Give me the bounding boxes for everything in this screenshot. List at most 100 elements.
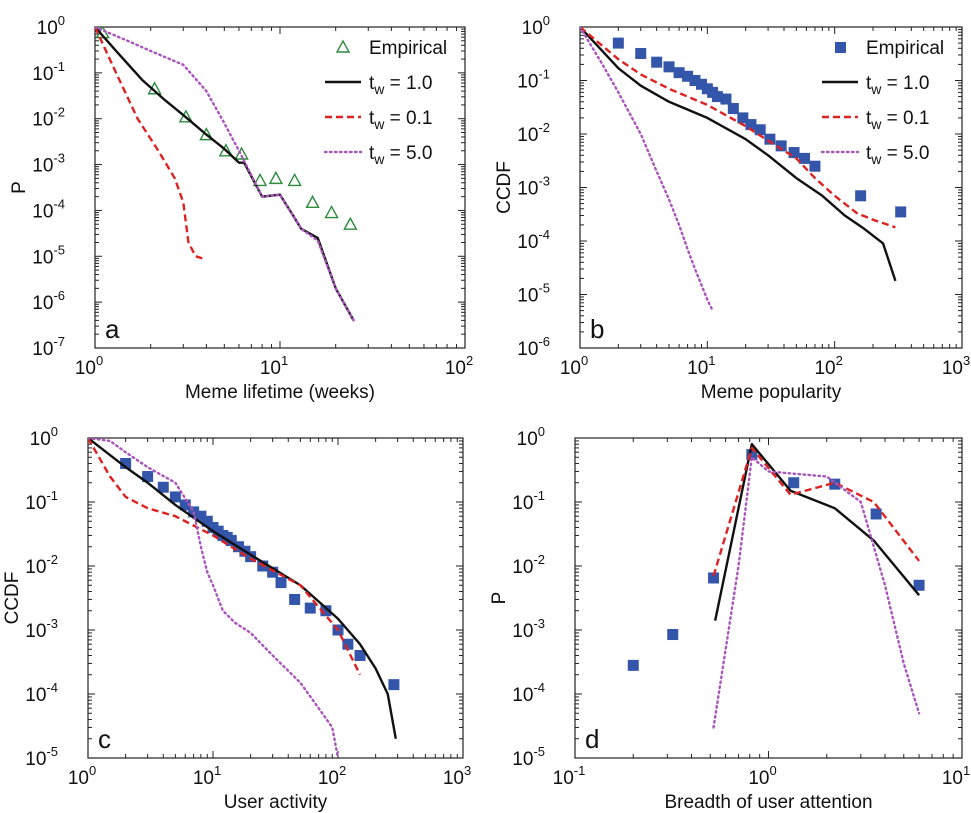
data-point — [746, 449, 758, 461]
y-tick-exponent: 0 — [58, 13, 65, 28]
legend-label: Empirical — [369, 38, 447, 59]
y-tick-label: 10-2 — [517, 120, 550, 146]
y-tick-base: 10 — [512, 685, 533, 706]
data-point — [287, 173, 302, 187]
x-tick-exponent: 0 — [89, 763, 96, 778]
y-tick-exponent: -1 — [46, 488, 58, 503]
y-tick-label: 10-2 — [512, 552, 545, 578]
data-point — [218, 143, 234, 157]
x-tick-exponent: 1 — [708, 353, 715, 368]
x-axis-label: Meme popularity — [701, 382, 842, 403]
data-point — [612, 37, 624, 49]
panel-label: c — [98, 724, 111, 754]
y-tick-exponent: -1 — [53, 59, 65, 74]
x-tick-base: 10 — [942, 358, 963, 379]
x-tick-exponent: 1 — [281, 353, 288, 368]
legend-sub: w — [870, 151, 882, 167]
data-point — [245, 551, 257, 563]
data-point — [689, 75, 701, 86]
data-point — [268, 170, 284, 185]
x-tick-exponent: -1 — [574, 763, 586, 778]
y-tick-exponent: -4 — [533, 680, 545, 695]
series-line-solid — [580, 27, 897, 282]
y-tick-base: 10 — [512, 557, 533, 578]
data-point — [663, 61, 675, 73]
plot-area — [627, 443, 925, 729]
y-tick-base: 10 — [512, 621, 533, 642]
plot-area — [88, 438, 400, 758]
legend-label: tw = 0.1 — [369, 108, 432, 132]
x-tick-label: 101 — [942, 763, 970, 789]
legend-t: t — [369, 108, 375, 129]
y-tick-exponent: -5 — [53, 242, 65, 257]
series-line-dotted — [88, 438, 340, 758]
plot-area — [95, 27, 358, 322]
y-tick-base: 10 — [30, 429, 51, 450]
y-tick-label: 10-6 — [32, 288, 65, 314]
x-tick-label: 103 — [443, 763, 471, 789]
data-point — [764, 133, 776, 145]
legend-label: tw = 5.0 — [866, 143, 929, 167]
y-tick-exponent: -3 — [533, 616, 545, 631]
data-point — [682, 70, 694, 82]
legend-t: t — [866, 143, 872, 164]
data-point — [673, 67, 685, 79]
y-tick-exponent: -5 — [538, 281, 550, 296]
y-tick-label: 10-3 — [32, 151, 65, 177]
legend-label: tw = 0.1 — [866, 108, 929, 132]
panel-a: 100 101 10210-710-610-510-410-310-210-1100… — [9, 13, 473, 403]
x-tick-exponent: 0 — [96, 353, 103, 368]
legend-sub: w — [373, 116, 385, 132]
y-tick-label: 10-1 — [512, 488, 545, 514]
y-tick-exponent: -3 — [53, 151, 65, 166]
data-point — [913, 579, 925, 591]
legend-value: = 5.0 — [881, 143, 929, 164]
y-tick-base: 10 — [517, 286, 538, 307]
y-tick-exponent: -3 — [538, 174, 550, 189]
x-tick-base: 10 — [445, 358, 466, 379]
x-tick-label: 100 — [75, 353, 103, 379]
data-point — [142, 471, 154, 483]
data-point — [267, 566, 279, 578]
x-tick-exponent: 0 — [581, 353, 588, 368]
y-tick-label: 10-1 — [32, 59, 65, 85]
data-point — [201, 515, 213, 527]
x-tick-label: 10-1 — [553, 763, 586, 789]
panel-c: 100 101 102 10310-510-410-310-210-1100User … — [2, 424, 471, 813]
series-line-dotted — [712, 456, 921, 729]
y-tick-exponent: 0 — [538, 424, 545, 439]
y-tick-exponent: -4 — [53, 196, 65, 211]
y-tick-base: 10 — [25, 621, 46, 642]
series-line-dashed — [95, 27, 203, 260]
y-tick-label: 10-1 — [25, 488, 58, 514]
legend-sub: w — [870, 116, 882, 132]
data-point — [120, 457, 132, 469]
data-point — [234, 146, 249, 160]
y-tick-base: 10 — [512, 493, 533, 514]
y-tick-label: 10-5 — [517, 281, 550, 307]
data-point — [388, 679, 400, 691]
x-axis-label: User activity — [224, 792, 328, 813]
data-point — [870, 508, 882, 520]
y-tick-exponent: 0 — [51, 424, 58, 439]
legend-marker — [335, 39, 351, 53]
x-tick-label: 102 — [318, 763, 346, 789]
data-point — [788, 477, 800, 489]
data-point — [157, 481, 169, 493]
y-tick-base: 10 — [25, 557, 46, 578]
y-axis-label: CCDF — [2, 572, 23, 625]
data-point — [754, 124, 766, 136]
x-tick-base: 10 — [687, 358, 708, 379]
x-tick-base: 10 — [68, 768, 89, 789]
series-line-dotted — [580, 27, 714, 312]
data-point — [727, 102, 739, 114]
x-tick-exponent: 0 — [769, 763, 776, 778]
data-point — [275, 577, 287, 589]
plot-area — [580, 27, 907, 312]
series-line-dashed — [88, 438, 362, 676]
panel-label: b — [590, 314, 604, 344]
x-tick-label: 100 — [560, 353, 588, 379]
data-point — [305, 194, 320, 209]
data-point — [855, 190, 867, 202]
